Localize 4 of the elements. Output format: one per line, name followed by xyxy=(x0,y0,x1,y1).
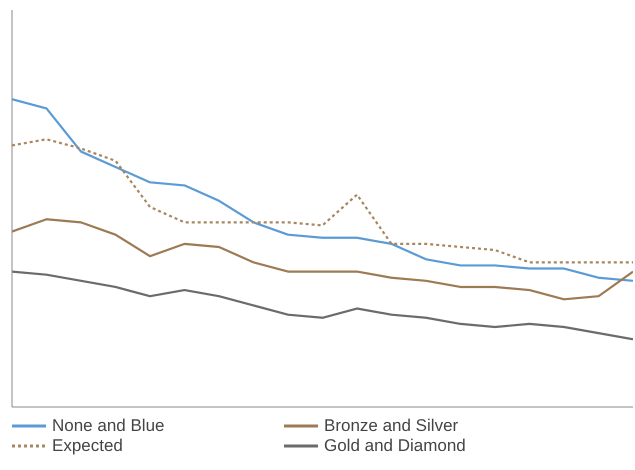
legend-label: Bronze and Silver xyxy=(324,416,458,436)
legend-label: None and Blue xyxy=(52,416,164,436)
legend-label: Expected xyxy=(52,436,123,456)
legend-label: Gold and Diamond xyxy=(324,436,466,456)
